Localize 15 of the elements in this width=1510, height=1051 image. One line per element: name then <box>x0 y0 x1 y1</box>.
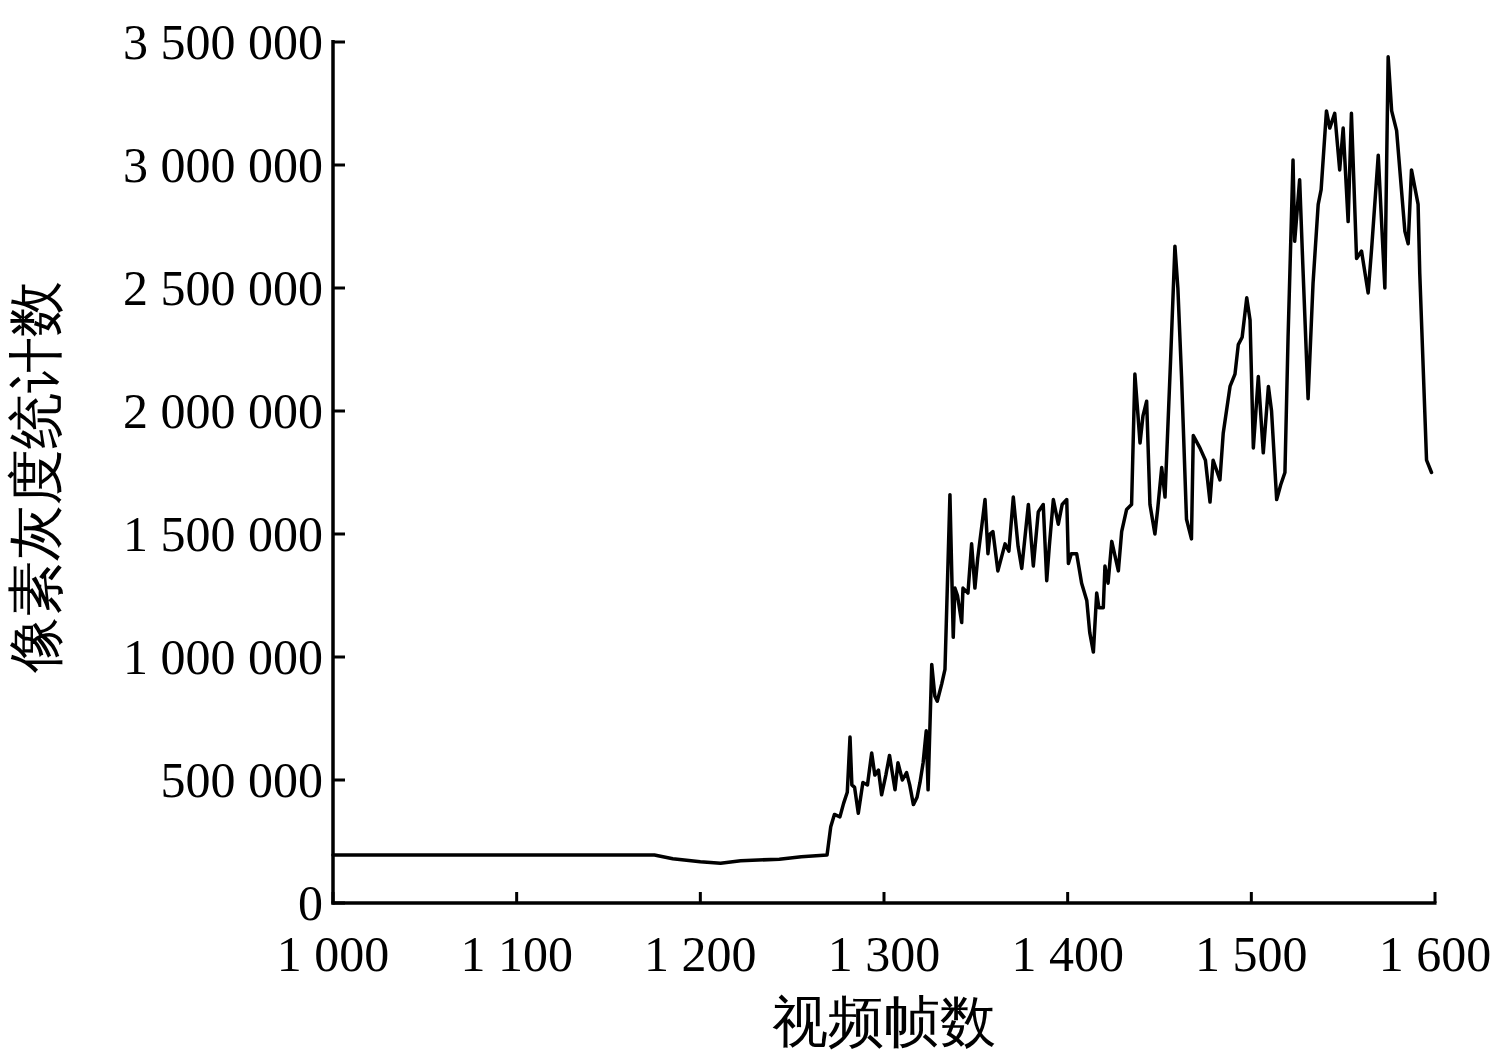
y-tick-label: 2 500 000 <box>123 260 323 316</box>
x-axis-title: 视频帧数 <box>772 991 996 1051</box>
y-tick-label: 3 500 000 <box>123 14 323 70</box>
x-tick-label: 1 200 <box>644 926 757 982</box>
x-tick-label: 1 300 <box>827 926 941 982</box>
y-tick-label: 3 000 000 <box>123 137 323 193</box>
y-tick-label: 1 500 000 <box>123 506 323 562</box>
x-tick-label: 1 400 <box>1011 926 1124 982</box>
x-tick-label: 1 600 <box>1378 926 1492 982</box>
y-axis-title: 像素灰度统计数 <box>5 280 67 673</box>
y-tick-label: 1 000 000 <box>123 629 323 685</box>
y-tick-label: 500 000 <box>160 752 323 808</box>
x-tick-label: 1 500 <box>1195 926 1308 982</box>
x-tick-label: 1 100 <box>460 926 573 982</box>
y-tick-label: 2 000 000 <box>123 383 323 439</box>
